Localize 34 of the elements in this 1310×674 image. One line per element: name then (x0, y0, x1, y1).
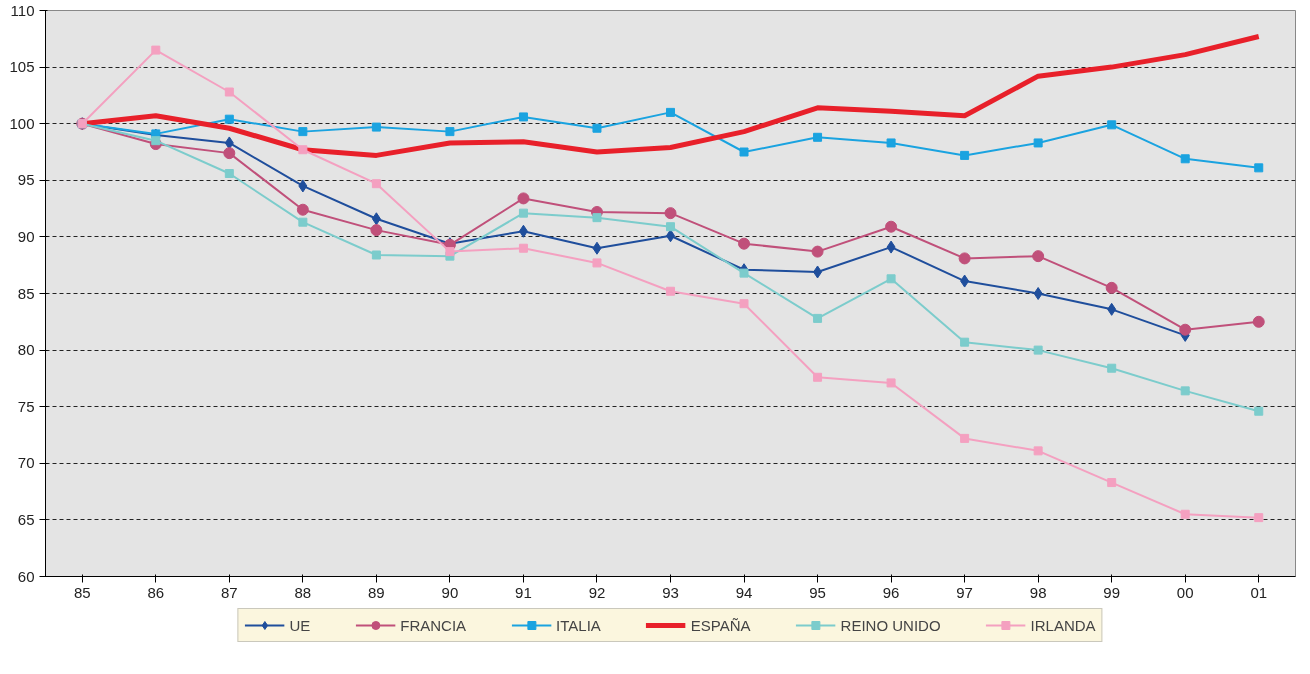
y-tick-label: 110 (10, 1, 35, 19)
legend-label: ITALIA (556, 616, 601, 634)
x-tick-label: 94 (735, 583, 753, 601)
x-tick-label: 99 (1103, 583, 1121, 601)
y-tick-label: 95 (17, 171, 35, 189)
x-tick-label: 86 (147, 583, 165, 601)
y-tick-label: 85 (17, 284, 35, 302)
y-tick-label: 80 (17, 341, 35, 359)
x-tick-label: 93 (662, 583, 679, 601)
y-tick-label: 70 (17, 454, 35, 472)
y-tick-label: 60 (17, 567, 35, 585)
x-tick-label: 98 (1029, 583, 1047, 601)
x-tick-label: 96 (882, 583, 900, 601)
x-tick-label: 85 (73, 583, 91, 601)
y-tick-label: 100 (9, 114, 35, 132)
x-tick-label: 97 (956, 583, 973, 601)
y-tick-label: 90 (17, 227, 35, 245)
y-tick-label: 75 (17, 397, 35, 415)
y-tick-label: 105 (9, 58, 35, 76)
legend-label: FRANCIA (400, 616, 467, 634)
x-tick-label: 91 (515, 583, 532, 601)
x-tick-label: 87 (220, 583, 238, 601)
x-tick-label: 01 (1250, 583, 1268, 601)
legend-label: IRLANDA (1030, 616, 1096, 634)
x-tick-label: 89 (368, 583, 385, 601)
x-tick-label: 90 (441, 583, 459, 601)
legend-label: UE (289, 616, 311, 634)
x-tick-label: 00 (1176, 583, 1194, 601)
legend-label: ESPAÑA (690, 616, 751, 634)
x-tick-label: 92 (588, 583, 606, 601)
legend-label: REINO UNIDO (840, 616, 941, 634)
x-tick-label: 88 (294, 583, 312, 601)
x-tick-label: 95 (809, 583, 826, 601)
y-tick-label: 65 (17, 510, 35, 528)
